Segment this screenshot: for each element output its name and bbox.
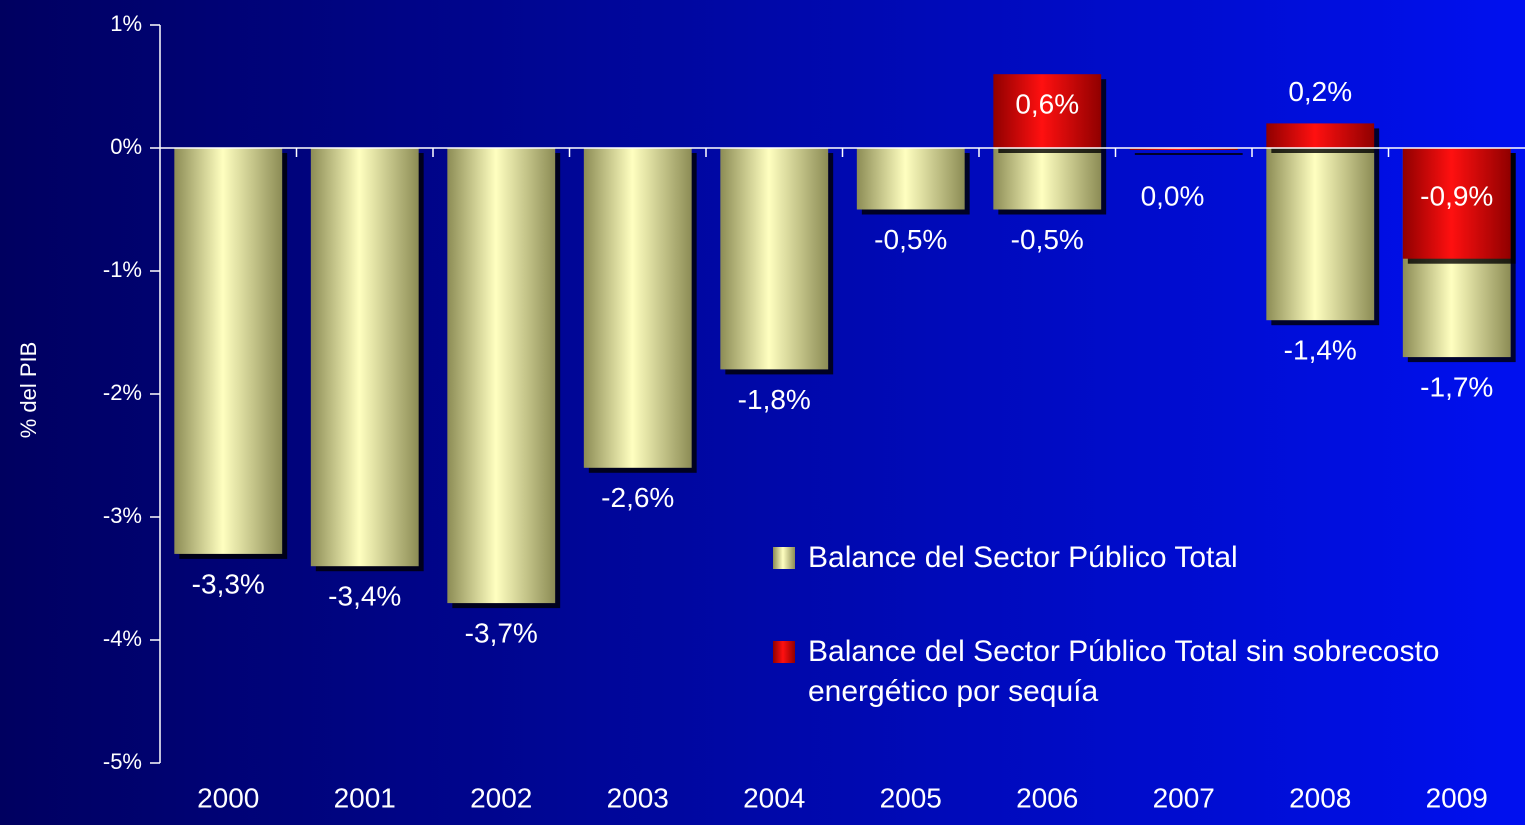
x-tick-label: 2009 — [1426, 782, 1488, 813]
x-tick-label: 2004 — [743, 782, 805, 813]
value-label: -0,5% — [874, 224, 947, 255]
y-tick-label: -5% — [103, 749, 142, 774]
legend-label: Balance del Sector Público Total sin sob… — [808, 635, 1440, 708]
y-tick-label: -4% — [103, 626, 142, 651]
y-tick-label: 0% — [110, 134, 142, 159]
value-label: -0,9% — [1420, 180, 1493, 211]
bar — [447, 148, 556, 604]
value-label: -2,6% — [601, 482, 674, 513]
value-label: -3,7% — [465, 617, 538, 648]
legend-item: Balance del Sector Público Total sin sob… — [808, 635, 1440, 708]
x-tick-label: 2006 — [1016, 782, 1078, 813]
bar — [583, 148, 692, 468]
bar — [1266, 148, 1375, 321]
x-tick-label: 2003 — [607, 782, 669, 813]
y-axis-label: % del PIB — [16, 342, 41, 439]
bar — [1402, 148, 1511, 259]
y-tick-label: 1% — [110, 11, 142, 36]
y-tick-label: -1% — [103, 257, 142, 282]
bar — [993, 148, 1102, 210]
value-label: 0,2% — [1288, 76, 1352, 107]
x-tick-label: 2008 — [1289, 782, 1351, 813]
legend-label: Balance del Sector Público Total — [808, 541, 1238, 574]
bar — [993, 74, 1102, 148]
value-label: -0,5% — [1011, 224, 1084, 255]
bar — [856, 148, 965, 210]
y-tick-label: -2% — [103, 380, 142, 405]
bar — [1266, 123, 1375, 148]
legend-item: Balance del Sector Público Total — [808, 541, 1238, 574]
bar-shadow — [1134, 153, 1243, 155]
value-label: 0,0% — [1141, 180, 1205, 211]
x-tick-label: 2007 — [1153, 782, 1215, 813]
x-tick-label: 2002 — [470, 782, 532, 813]
x-tick-label: 2005 — [880, 782, 942, 813]
value-label: 0,6% — [1015, 89, 1079, 120]
bar — [1129, 148, 1238, 150]
bar — [720, 148, 829, 370]
x-tick-label: 2000 — [197, 782, 259, 813]
legend-swatch — [773, 547, 795, 569]
x-tick-label: 2001 — [334, 782, 396, 813]
legend-swatch — [773, 641, 795, 663]
value-label: -1,8% — [738, 384, 811, 415]
value-label: -1,7% — [1420, 371, 1493, 402]
bar — [310, 148, 419, 567]
y-tick-label: -3% — [103, 503, 142, 528]
value-label: -1,4% — [1284, 335, 1357, 366]
bar — [174, 148, 283, 554]
value-label: -3,4% — [328, 581, 401, 612]
value-label: -3,3% — [192, 568, 265, 599]
